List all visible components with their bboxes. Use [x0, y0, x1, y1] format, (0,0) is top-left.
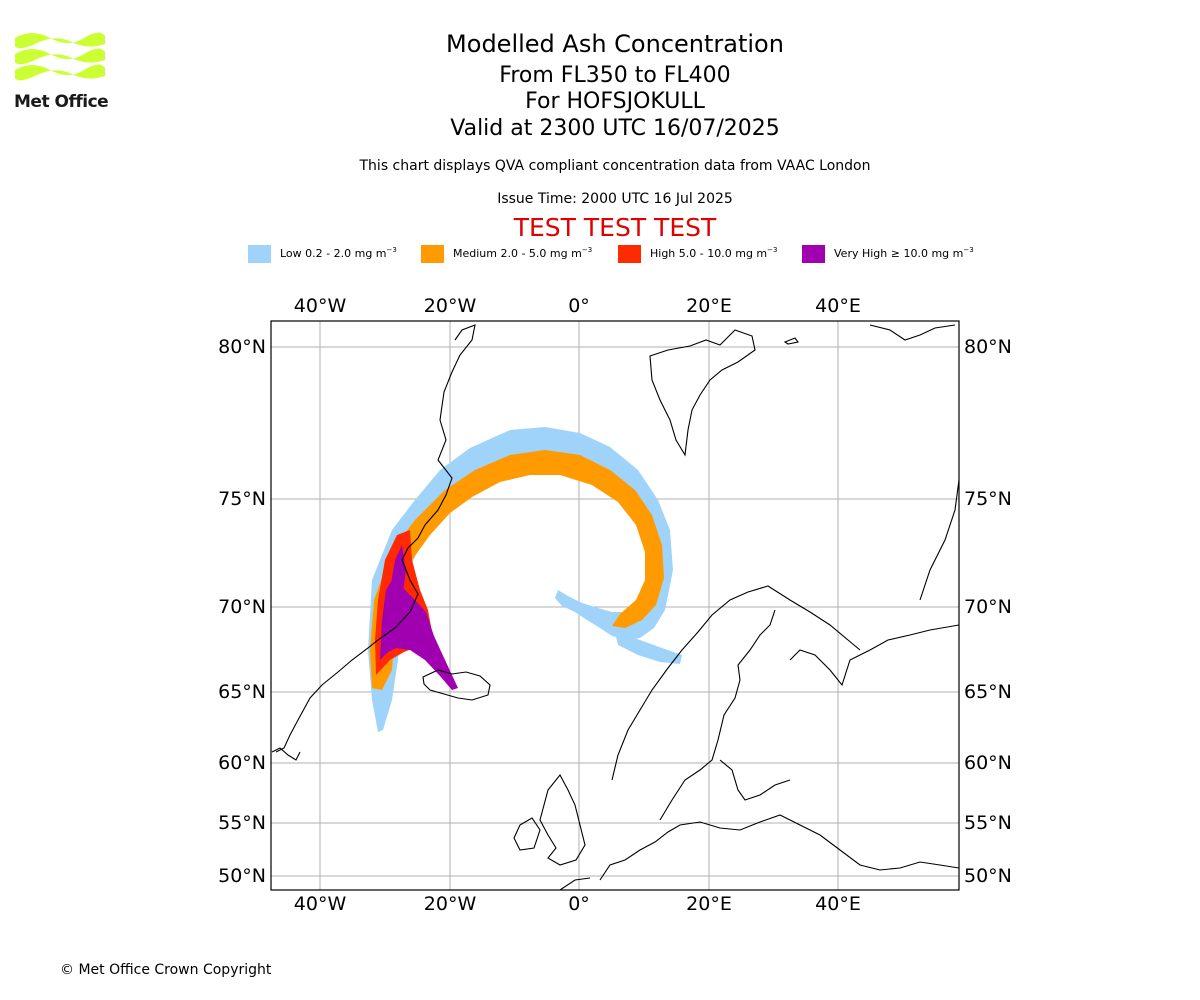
lon-label-bottom-40w: 40°W	[294, 893, 347, 915]
lat-label-left-50n: 50°N	[218, 865, 266, 887]
volcano-name: For HOFSJOKULL	[525, 89, 705, 114]
legend-swatch-very-high	[802, 245, 825, 263]
legend-label-high: High 5.0 - 10.0 mg m	[650, 247, 768, 260]
legend-swatch-high	[618, 245, 641, 263]
legend-label-very-high: Very High ≥ 10.0 mg m	[834, 247, 964, 260]
met-office-logo: Met Office	[12, 30, 112, 112]
lon-label-bottom-40e: 40°E	[815, 893, 861, 915]
map-frame	[270, 320, 960, 891]
lon-label-top-20w: 20°W	[424, 295, 477, 317]
copyright: © Met Office Crown Copyright	[60, 962, 272, 978]
logo-waves-icon	[15, 32, 105, 81]
lon-label-top-40e: 40°E	[815, 295, 861, 317]
lon-label-top-40w: 40°W	[294, 295, 347, 317]
lat-label-right-70n: 70°N	[964, 596, 1012, 618]
ash-area-medium	[370, 450, 664, 690]
lat-label-right-50n: 50°N	[964, 865, 1012, 887]
lat-label-right-65n: 65°N	[964, 681, 1012, 703]
lon-label-bottom-0: 0°	[568, 893, 590, 915]
lat-label-left-75n: 75°N	[218, 488, 266, 510]
chart-title: Modelled Ash Concentration	[446, 30, 784, 58]
legend-exponent: −3	[581, 246, 593, 254]
lat-label-left-70n: 70°N	[218, 596, 266, 618]
lat-label-right-55n: 55°N	[964, 812, 1012, 834]
legend-exponent: −3	[963, 246, 974, 254]
legend-swatch-medium	[421, 245, 444, 263]
legend-label-medium: Medium 2.0 - 5.0 mg m	[453, 247, 582, 260]
legend-label-low: Low 0.2 - 2.0 mg m	[280, 247, 387, 260]
legend-exponent: −3	[767, 246, 778, 254]
lon-label-top-0: 0°	[568, 295, 590, 317]
valid-time: Valid at 2300 UTC 16/07/2025	[450, 116, 780, 141]
qva-note: This chart displays QVA compliant concen…	[359, 158, 871, 174]
lat-label-right-75n: 75°N	[964, 488, 1012, 510]
lat-label-right-60n: 60°N	[964, 752, 1012, 774]
lon-label-bottom-20w: 20°W	[424, 893, 477, 915]
lat-label-left-80n: 80°N	[218, 336, 266, 358]
ash-area-very-high	[380, 545, 458, 690]
lon-label-bottom-20e: 20°E	[686, 893, 732, 915]
lat-label-left-65n: 65°N	[218, 681, 266, 703]
logo-text: Met Office	[14, 92, 109, 112]
legend-swatch-low	[248, 245, 271, 263]
lat-label-right-80n: 80°N	[964, 336, 1012, 358]
flight-levels: From FL350 to FL400	[499, 63, 731, 88]
lat-label-left-60n: 60°N	[218, 752, 266, 774]
lon-label-top-20e: 20°E	[686, 295, 732, 317]
lat-label-left-55n: 55°N	[218, 812, 266, 834]
issue-time: Issue Time: 2000 UTC 16 Jul 2025	[497, 191, 733, 207]
test-banner: TEST TEST TEST	[513, 213, 717, 242]
legend-exponent: −3	[386, 246, 397, 254]
coastlines	[271, 324, 959, 890]
